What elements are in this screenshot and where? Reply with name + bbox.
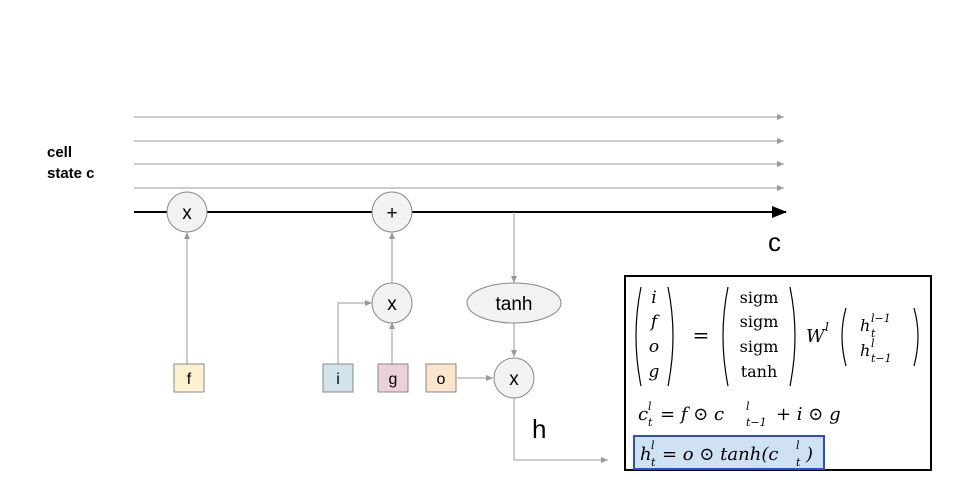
hidden-update-lhs-sup: l bbox=[651, 439, 655, 452]
input-vector-item-sub: t−1 bbox=[871, 352, 892, 365]
hidden-update-rhs-part1: = o ⊙ tanh(c bbox=[662, 444, 778, 465]
hidden-update-rhs-sub: t bbox=[796, 456, 801, 469]
weight-matrix-symbol: W bbox=[806, 326, 826, 347]
input-vector-item-sup: l bbox=[871, 337, 875, 350]
activation-item: sigm bbox=[740, 288, 779, 307]
input-gate-box: i bbox=[322, 363, 354, 393]
forget-multiply-node: x bbox=[166, 191, 208, 233]
equation-equals-sign: = bbox=[693, 323, 710, 347]
g-gate-label: g bbox=[389, 371, 398, 388]
gate-vector: i f o g bbox=[635, 286, 674, 387]
hidden-update-lhs-sub: t bbox=[651, 456, 656, 469]
hidden-update-highlight bbox=[633, 435, 825, 470]
add-node: + bbox=[371, 191, 413, 233]
cell-update-equation: c l t = f ⊙ c l t−1 + i ⊙ g bbox=[638, 400, 841, 429]
hidden-output-connector bbox=[513, 398, 608, 463]
cell-update-lhs-sup: l bbox=[648, 400, 652, 413]
tanh-label: tanh bbox=[496, 294, 533, 315]
tanh-node: tanh bbox=[466, 282, 562, 324]
hidden-update-rhs-sup: l bbox=[796, 439, 800, 452]
weight-matrix-superscript: l bbox=[825, 320, 829, 334]
forget-multiply-symbol: x bbox=[182, 203, 192, 224]
hidden-update-equation: h l t = o ⊙ tanh(c l t ) bbox=[633, 435, 825, 470]
input-vector-item-base: h bbox=[860, 316, 870, 335]
output-h-label: h bbox=[532, 414, 546, 444]
gate-vector-item: o bbox=[649, 337, 659, 357]
input-multiply-symbol: x bbox=[387, 294, 397, 315]
activation-vector: sigm sigm sigm tanh bbox=[722, 286, 796, 387]
cell-update-rhs-sub: t−1 bbox=[746, 416, 767, 429]
forget-gate-box: f bbox=[173, 363, 205, 393]
input-vector: h l−1 t h l t−1 bbox=[841, 307, 919, 367]
hidden-update-rhs-part2: ) bbox=[805, 444, 813, 465]
output-c-label: c bbox=[768, 227, 781, 257]
input-vector-item-sub: t bbox=[871, 327, 876, 340]
forget-gate-label: f bbox=[187, 371, 192, 388]
cell-update-rhs-part2: + i ⊙ g bbox=[776, 404, 841, 425]
activation-item: sigm bbox=[740, 312, 779, 331]
cell-update-lhs-sub: t bbox=[648, 416, 653, 429]
cell-state-label-line1: cell bbox=[47, 144, 72, 161]
activation-item: sigm bbox=[740, 337, 779, 356]
cell-update-lhs: c bbox=[638, 404, 648, 425]
input-gate-label: i bbox=[336, 371, 340, 388]
equation-panel: i f o g = sigm sigm sigm tanh W l h l−1 … bbox=[624, 275, 932, 471]
output-gate-label: o bbox=[437, 371, 446, 388]
input-multiply-node: x bbox=[371, 282, 413, 324]
cell-state-label-line2: state c bbox=[47, 165, 95, 182]
input-vector-item-sup: l−1 bbox=[871, 312, 891, 325]
gate-vector-item: i bbox=[651, 288, 656, 308]
add-symbol: + bbox=[386, 203, 397, 224]
output-multiply-node: x bbox=[493, 357, 535, 399]
hidden-update-lhs: h bbox=[640, 444, 652, 465]
input-gate-connector bbox=[337, 300, 372, 364]
output-gate-box: o bbox=[425, 363, 457, 393]
output-multiply-symbol: x bbox=[509, 369, 519, 390]
g-gate-box: g bbox=[377, 363, 409, 393]
gate-vector-item: g bbox=[649, 362, 660, 382]
cell-update-rhs-sup: l bbox=[746, 400, 750, 413]
gate-vector-item: f bbox=[649, 312, 660, 332]
cell-update-rhs-part1: = f ⊙ c bbox=[660, 404, 724, 425]
input-vector-item-base: h bbox=[860, 341, 870, 360]
activation-item: tanh bbox=[741, 362, 778, 381]
